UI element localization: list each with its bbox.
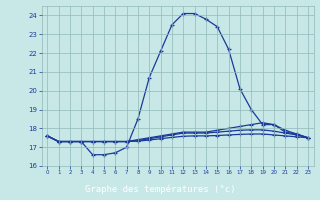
Text: Graphe des températures (°c): Graphe des températures (°c) xyxy=(85,184,235,194)
